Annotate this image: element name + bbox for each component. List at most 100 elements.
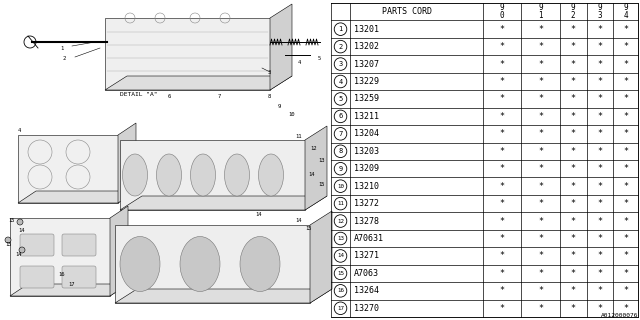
Text: *: * <box>571 77 575 86</box>
Text: *: * <box>623 60 628 68</box>
Text: *: * <box>623 129 628 138</box>
Text: *: * <box>500 147 505 156</box>
Polygon shape <box>110 206 128 296</box>
Text: 4: 4 <box>18 127 21 132</box>
Polygon shape <box>310 211 332 303</box>
Text: 1: 1 <box>339 26 342 32</box>
Text: 11: 11 <box>295 134 301 140</box>
Text: *: * <box>598 25 602 34</box>
Text: *: * <box>623 269 628 278</box>
Text: *: * <box>500 286 505 295</box>
Text: *: * <box>500 112 505 121</box>
Text: *: * <box>571 234 575 243</box>
Text: 1: 1 <box>60 45 63 51</box>
Text: *: * <box>623 42 628 51</box>
Text: 8: 8 <box>268 94 271 100</box>
Text: *: * <box>571 286 575 295</box>
FancyBboxPatch shape <box>20 234 54 256</box>
Text: *: * <box>598 60 602 68</box>
Text: *: * <box>538 25 543 34</box>
Text: *: * <box>623 112 628 121</box>
Text: 4: 4 <box>298 60 301 65</box>
Text: 12: 12 <box>310 146 317 150</box>
Text: *: * <box>623 234 628 243</box>
Text: PARTS CORD: PARTS CORD <box>382 7 432 16</box>
Polygon shape <box>118 123 136 203</box>
Text: *: * <box>571 25 575 34</box>
Text: *: * <box>500 252 505 260</box>
Text: *: * <box>571 112 575 121</box>
Text: *: * <box>623 252 628 260</box>
Text: 15: 15 <box>318 182 324 188</box>
Text: 5: 5 <box>339 96 342 102</box>
FancyBboxPatch shape <box>20 266 54 288</box>
Text: 13203: 13203 <box>354 147 379 156</box>
Polygon shape <box>115 225 310 303</box>
Text: 7: 7 <box>218 94 221 100</box>
Text: 13229: 13229 <box>354 77 379 86</box>
Text: 9: 9 <box>278 105 281 109</box>
Text: *: * <box>598 94 602 103</box>
Text: *: * <box>571 60 575 68</box>
Polygon shape <box>10 218 110 296</box>
Text: 13207: 13207 <box>354 60 379 68</box>
Text: 15: 15 <box>305 226 312 230</box>
Circle shape <box>19 247 25 253</box>
Text: *: * <box>598 112 602 121</box>
Text: 13204: 13204 <box>354 129 379 138</box>
Text: *: * <box>598 286 602 295</box>
Text: 14: 14 <box>255 212 262 218</box>
Text: *: * <box>538 269 543 278</box>
Text: *: * <box>500 60 505 68</box>
Text: *: * <box>598 199 602 208</box>
Ellipse shape <box>259 154 284 196</box>
Polygon shape <box>105 76 292 90</box>
Text: 6: 6 <box>168 94 172 100</box>
Text: *: * <box>598 182 602 191</box>
Text: 10: 10 <box>288 113 294 117</box>
Ellipse shape <box>240 236 280 292</box>
Text: *: * <box>538 94 543 103</box>
Text: *: * <box>500 77 505 86</box>
Text: *: * <box>571 147 575 156</box>
Polygon shape <box>270 4 292 90</box>
Text: *: * <box>623 25 628 34</box>
Text: 13: 13 <box>337 236 344 241</box>
Text: 3: 3 <box>268 69 271 75</box>
Text: *: * <box>571 269 575 278</box>
FancyBboxPatch shape <box>62 234 96 256</box>
Text: 7: 7 <box>339 131 342 137</box>
Text: 13209: 13209 <box>354 164 379 173</box>
Text: *: * <box>571 164 575 173</box>
Polygon shape <box>105 18 270 90</box>
Text: *: * <box>598 129 602 138</box>
Text: 4: 4 <box>339 78 342 84</box>
Polygon shape <box>120 196 327 210</box>
Text: 14: 14 <box>15 252 22 258</box>
Text: *: * <box>538 42 543 51</box>
Text: 13278: 13278 <box>354 217 379 226</box>
Text: *: * <box>623 304 628 313</box>
Text: 13211: 13211 <box>354 112 379 121</box>
Text: 16: 16 <box>337 288 344 293</box>
Circle shape <box>17 219 23 225</box>
Text: *: * <box>500 304 505 313</box>
Polygon shape <box>10 284 128 296</box>
Text: *: * <box>500 199 505 208</box>
Circle shape <box>5 237 11 243</box>
Text: 13259: 13259 <box>354 94 379 103</box>
Text: *: * <box>598 147 602 156</box>
Ellipse shape <box>191 154 216 196</box>
Text: *: * <box>538 112 543 121</box>
Text: *: * <box>571 94 575 103</box>
Text: DETAIL "A": DETAIL "A" <box>120 92 157 98</box>
Text: *: * <box>598 269 602 278</box>
Text: *: * <box>571 199 575 208</box>
Text: 9: 9 <box>339 166 342 172</box>
Text: 13201: 13201 <box>354 25 379 34</box>
Text: 10: 10 <box>337 184 344 189</box>
Polygon shape <box>18 191 136 203</box>
Text: 9
2: 9 2 <box>571 3 575 20</box>
Text: 13: 13 <box>318 157 324 163</box>
Text: *: * <box>500 182 505 191</box>
